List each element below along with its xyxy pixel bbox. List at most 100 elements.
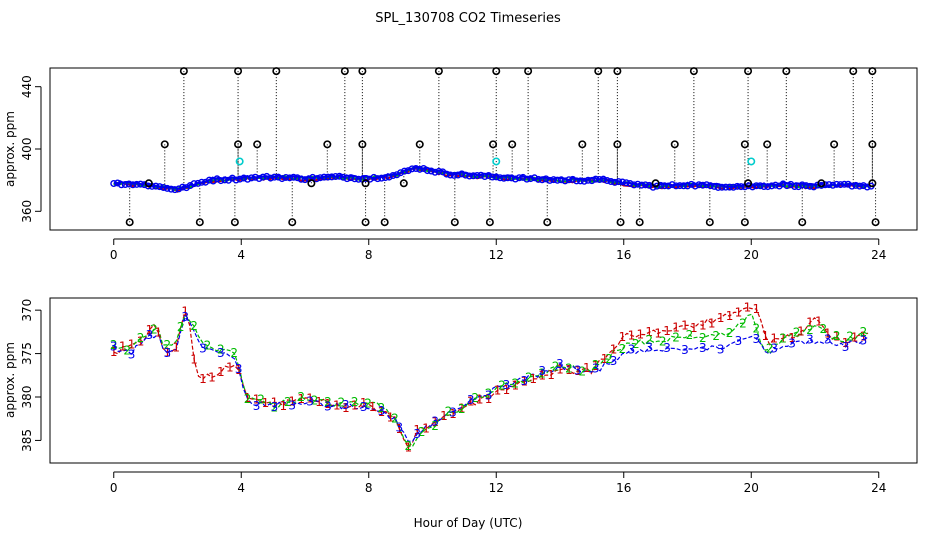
outlier-point — [651, 179, 660, 188]
series-3-point — [863, 183, 871, 191]
series-1-marker: 1 — [396, 422, 404, 436]
series-3-marker: 3 — [538, 364, 546, 378]
y-tick-label: 440 — [20, 75, 34, 98]
x-tick-label: 8 — [365, 248, 373, 262]
series-3-point — [431, 168, 439, 176]
outlier-point — [782, 67, 791, 76]
x-tick-label: 4 — [237, 248, 245, 262]
series-2-marker: 2 — [217, 342, 225, 356]
series-1-marker: 1 — [288, 394, 296, 408]
series-3-point — [198, 178, 206, 186]
series-1-marker: 1 — [253, 392, 261, 406]
series-2-marker: 2 — [860, 325, 868, 339]
series-3-point — [236, 175, 244, 183]
outlier-point — [543, 218, 552, 227]
series-3-point — [557, 176, 565, 184]
flagged-point — [235, 157, 244, 166]
series-3-point — [343, 175, 351, 183]
series-1-marker: 1 — [735, 305, 743, 319]
series-1-marker: 1 — [110, 345, 118, 359]
series-1-marker: 1 — [824, 326, 832, 340]
series-3-point — [163, 184, 171, 192]
series-3-point — [856, 182, 864, 190]
series-2-marker: 2 — [338, 396, 346, 410]
series-3-point — [794, 183, 802, 191]
series-1-marker: 1 — [297, 392, 305, 406]
top-baseline-series — [110, 165, 875, 194]
bottom-x-axis: 0 4 8 12 16 20 24 — [110, 471, 886, 495]
series-3-point — [332, 173, 340, 181]
series-3-marker: 3 — [610, 354, 618, 368]
series-3-point — [622, 179, 630, 187]
series-1-marker: 1 — [476, 392, 484, 406]
top-outlier-lines — [129, 71, 877, 223]
series-1-marker: 1 — [404, 441, 412, 455]
outlier-point — [399, 179, 408, 188]
outlier-point — [594, 67, 603, 76]
outlier-point — [179, 67, 188, 76]
series-3-point — [508, 174, 516, 182]
series-1-marker: 1 — [726, 309, 734, 323]
outlier-point — [578, 140, 587, 149]
series-3-point — [423, 167, 431, 175]
x-tick-label: 20 — [744, 481, 759, 495]
series-3-point — [194, 179, 202, 187]
series-3-point — [534, 175, 542, 183]
series-3-point — [213, 175, 221, 183]
series-2-marker: 2 — [846, 330, 854, 344]
series-2-marker: 2 — [297, 390, 305, 404]
series-2-marker: 2 — [753, 322, 761, 336]
series-3-point — [469, 172, 477, 180]
series-2-marker: 2 — [712, 329, 720, 343]
x-tick-label: 12 — [489, 248, 504, 262]
series-3-marker: 3 — [735, 334, 743, 348]
series-3-point — [810, 183, 818, 191]
outlier-point — [340, 67, 349, 76]
series-3-point — [370, 173, 378, 181]
series-3-point — [320, 173, 328, 181]
series-1-marker: 1 — [797, 325, 805, 339]
series-3-point — [771, 181, 779, 189]
series-2-marker: 2 — [578, 364, 586, 378]
series-1-marker: 1 — [690, 321, 698, 335]
series-1-marker: 1 — [333, 398, 341, 412]
series-3-point — [634, 180, 642, 188]
series-3-point — [121, 180, 129, 188]
series-3-point — [263, 172, 271, 180]
series-3-point — [385, 173, 393, 181]
series-3-point — [699, 181, 707, 189]
series-2-marker: 2 — [538, 367, 546, 381]
series-1-marker: 1 — [360, 396, 368, 410]
series-3-point — [190, 180, 198, 188]
series-2-marker: 2 — [163, 338, 171, 352]
series-1-marker: 1 — [244, 391, 252, 405]
top-y-axis-label: approx. ppm — [3, 111, 17, 187]
outlier-point — [868, 67, 877, 76]
series-1-marker: 1 — [717, 311, 725, 325]
series-2-marker: 2 — [565, 362, 573, 376]
outlier-point — [234, 67, 243, 76]
series-3-point — [301, 176, 309, 184]
series-1-marker: 1 — [806, 316, 814, 330]
series-3-marker: 3 — [574, 364, 582, 378]
series-2-marker: 2 — [686, 328, 694, 342]
series-2-marker: 2 — [404, 439, 412, 453]
series-3-point — [278, 175, 286, 183]
series-2-marker: 2 — [271, 401, 279, 415]
series-3-marker: 3 — [128, 348, 136, 362]
series-3-marker: 3 — [645, 340, 653, 354]
series-3-point — [297, 175, 305, 183]
series-1-marker: 1 — [556, 363, 564, 377]
series-3-point — [316, 174, 324, 182]
series-3-point — [706, 182, 714, 190]
series-3-marker: 3 — [413, 427, 421, 441]
series-3-point — [427, 167, 435, 175]
outlier-point — [380, 218, 389, 227]
series-1-marker: 1 — [860, 329, 868, 343]
series-1-marker: 1 — [351, 398, 359, 412]
series-3-point — [511, 175, 519, 183]
series-3-point — [232, 176, 240, 184]
outlier-point — [358, 140, 367, 149]
series-3-point — [282, 173, 290, 181]
series-1-marker: 1 — [172, 341, 180, 355]
